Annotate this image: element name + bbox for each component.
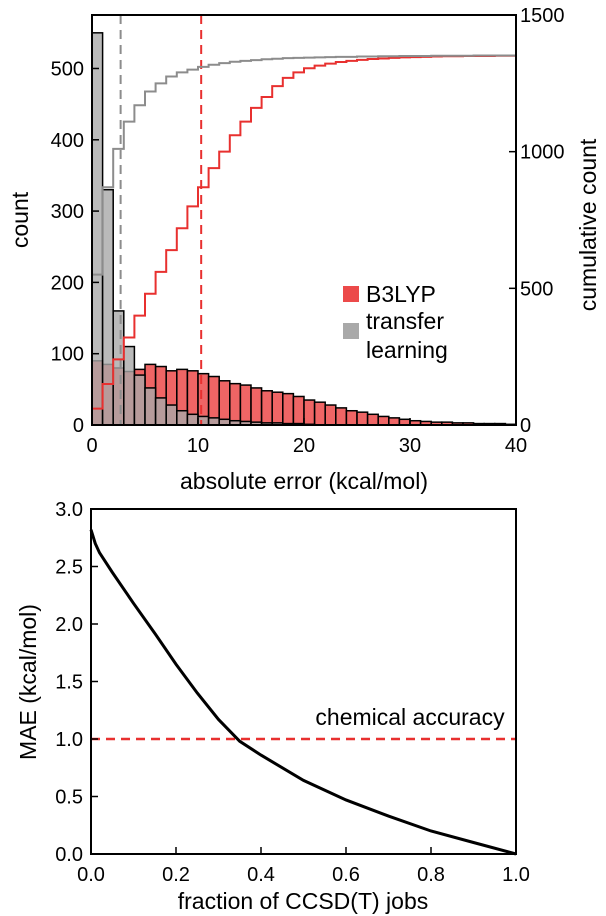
- top-x-ticks: 0 10 20 30 40: [86, 418, 527, 457]
- b3lyp-bar: [218, 380, 231, 426]
- top-plot-frame: [91, 14, 517, 426]
- y-tick-label: 1.0: [55, 729, 83, 751]
- y-tick-label: 200: [51, 272, 84, 294]
- top-y-axis-label: count: [7, 191, 33, 248]
- transfer-learning-bar: [123, 345, 136, 426]
- x-tick-label: 40: [505, 435, 527, 457]
- x-tick-label: 0.2: [162, 864, 190, 886]
- transfer-learning-bar: [133, 374, 146, 426]
- transfer-learning-bar: [186, 413, 199, 426]
- b3lyp-bar: [356, 411, 369, 426]
- top-x-axis-label: absolute error (kcal/mol): [180, 468, 428, 494]
- legend: B3LYP transfer learning: [343, 281, 448, 363]
- transfer-learning-bar: [197, 415, 210, 426]
- b3lyp-bar: [271, 391, 284, 426]
- y-tick-label: 500: [51, 58, 84, 80]
- y-tick-label: 400: [51, 130, 84, 152]
- b3lyp-bar: [345, 409, 358, 426]
- y-tick-label: 2.0: [55, 614, 83, 636]
- bottom-y-ticks: 0.0 0.5 1.0 1.5 2.0 2.5 3.0: [55, 499, 98, 866]
- right-y-tick-label: 500: [520, 278, 553, 300]
- transfer-learning-histogram: [91, 32, 316, 426]
- y-tick-label: 100: [51, 344, 84, 366]
- x-tick-label: 0.0: [77, 864, 105, 886]
- b3lyp-bar: [282, 392, 295, 426]
- b3lyp-bar: [313, 401, 326, 426]
- right-y-tick-label: 1500: [520, 5, 565, 27]
- x-tick-label: 1.0: [502, 864, 530, 886]
- right-y-tick-label: 0: [520, 415, 531, 437]
- transfer-learning-bar: [101, 188, 114, 426]
- legend-label-transfer-line1: transfer: [366, 308, 444, 334]
- b3lyp-bar: [377, 415, 390, 426]
- b3lyp-bar: [250, 387, 263, 426]
- b3lyp-bar: [303, 399, 316, 426]
- transfer-learning-bar: [207, 417, 220, 426]
- transfer-learning-bar: [154, 397, 167, 426]
- y-tick-label: 0.5: [55, 787, 83, 809]
- right-y-tick-label: 1000: [520, 142, 565, 164]
- bottom-y-axis-label: MAE (kcal/mol): [15, 604, 41, 760]
- bottom-x-ticks: 0.0 0.2 0.4 0.6 0.8 1.0: [77, 847, 530, 886]
- x-tick-label: 0: [86, 435, 97, 457]
- x-tick-label: 30: [399, 435, 421, 457]
- bottom-plot-frame: [90, 508, 517, 855]
- y-tick-label: 0: [73, 415, 84, 437]
- b3lyp-bar: [292, 395, 305, 426]
- b3lyp-bar: [388, 417, 401, 426]
- transfer-learning-cumulative-line: [91, 54, 516, 425]
- b3lyp-bar: [335, 407, 348, 426]
- top-right-y-ticks: 0 500 1000 1500: [509, 5, 565, 437]
- x-tick-label: 20: [293, 435, 315, 457]
- legend-label-b3lyp: B3LYP: [366, 281, 436, 307]
- mae-curve: [89, 529, 517, 856]
- b3lyp-bar: [229, 382, 242, 426]
- transfer-learning-bar: [112, 310, 125, 426]
- transfer-learning-bar: [144, 387, 157, 426]
- x-tick-label: 0.8: [417, 864, 445, 886]
- bottom-x-axis-label: fraction of CCSD(T) jobs: [178, 888, 429, 914]
- legend-swatch-b3lyp: [343, 286, 359, 302]
- legend-swatch-transfer: [343, 323, 359, 339]
- y-tick-label: 1.5: [55, 672, 83, 694]
- y-tick-label: 0.0: [55, 844, 83, 866]
- b3lyp-bar: [239, 384, 252, 426]
- b3lyp-bar: [324, 404, 337, 426]
- b3lyp-bar: [366, 413, 379, 426]
- top-right-y-axis-label: cumulative count: [575, 138, 601, 311]
- top-y-ticks: 0 100 200 300 400 500: [51, 58, 99, 437]
- y-tick-label: 300: [51, 201, 84, 223]
- transfer-learning-bar: [165, 404, 178, 426]
- mae-line-chart: chemical accuracy 0.0 0.2 0.4 0.6 0.8 1.0 0.0…: [15, 499, 530, 914]
- chemical-accuracy-label: chemical accuracy: [315, 704, 505, 730]
- y-tick-label: 2.5: [55, 557, 83, 579]
- x-tick-label: 0.4: [247, 864, 275, 886]
- y-tick-label: 3.0: [55, 499, 83, 521]
- transfer-learning-bar: [91, 32, 104, 426]
- median-lines: [119, 15, 203, 425]
- x-tick-label: 10: [187, 435, 209, 457]
- x-tick-label: 0.6: [332, 864, 360, 886]
- legend-label-transfer-line2: learning: [366, 337, 448, 363]
- transfer-learning-bar: [176, 409, 189, 426]
- b3lyp-bar: [260, 390, 273, 426]
